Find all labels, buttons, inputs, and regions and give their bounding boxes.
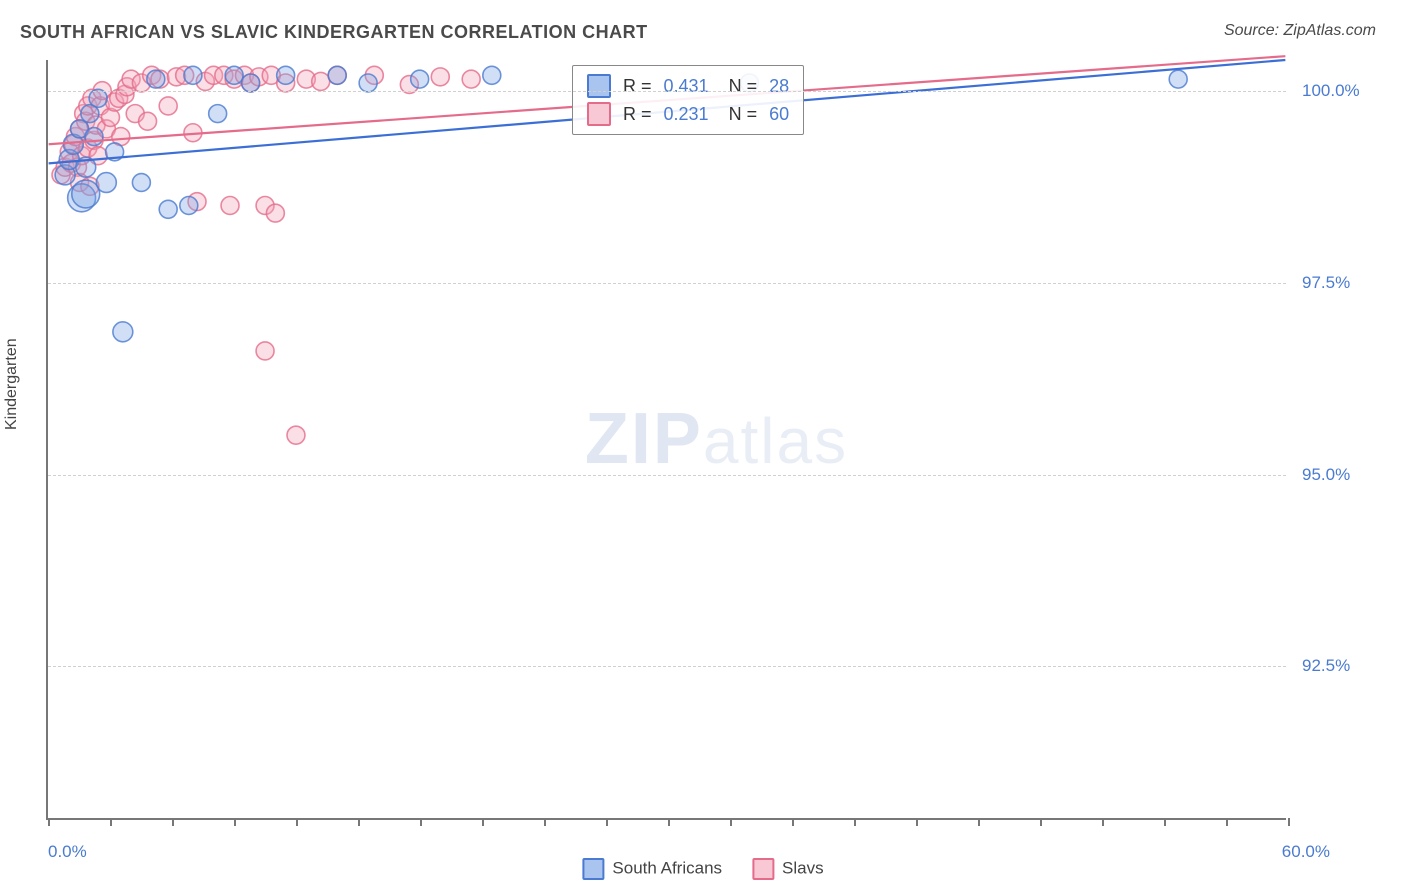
x-tick: [296, 818, 298, 826]
legend-item: South Africans: [582, 858, 722, 880]
x-axis-min-label: 0.0%: [48, 842, 87, 862]
scatter-point: [242, 74, 260, 92]
scatter-point: [1169, 70, 1187, 88]
scatter-point: [147, 70, 165, 88]
scatter-point: [159, 200, 177, 218]
plot-area: ZIPatlas R =0.431N =28R =0.231N =60 92.5…: [46, 60, 1286, 820]
scatter-point: [132, 174, 150, 192]
scatter-point: [209, 105, 227, 123]
x-tick: [234, 818, 236, 826]
x-tick: [1288, 818, 1290, 826]
y-tick-label: 97.5%: [1302, 273, 1350, 293]
scatter-point: [180, 196, 198, 214]
stat-swatch: [587, 102, 611, 126]
source-label: Source: ZipAtlas.com: [1224, 22, 1376, 40]
stat-r-label: R =: [623, 76, 652, 97]
chart-container: SOUTH AFRICAN VS SLAVIC KINDERGARTEN COR…: [0, 0, 1406, 892]
x-tick: [172, 818, 174, 826]
scatter-svg: [48, 60, 1286, 818]
stat-n-label: N =: [729, 104, 758, 125]
stat-swatch: [587, 74, 611, 98]
x-tick: [358, 818, 360, 826]
scatter-point: [359, 74, 377, 92]
gridline-h: [48, 91, 1286, 92]
x-tick: [730, 818, 732, 826]
x-tick: [48, 818, 50, 826]
stat-r-value: 0.431: [664, 76, 709, 97]
scatter-point: [411, 70, 429, 88]
statistics-legend-box: R = 0.431 N = 28 R = 0.231 N = 60: [572, 65, 804, 135]
legend-label: Slavs: [782, 858, 824, 877]
x-tick: [420, 818, 422, 826]
scatter-point: [113, 322, 133, 342]
x-tick: [854, 818, 856, 826]
y-tick-label: 95.0%: [1302, 465, 1350, 485]
scatter-point: [184, 66, 202, 84]
scatter-point: [159, 97, 177, 115]
gridline-h: [48, 475, 1286, 476]
y-tick-label: 92.5%: [1302, 656, 1350, 676]
scatter-point: [266, 204, 284, 222]
legend-label: South Africans: [612, 858, 722, 877]
scatter-point: [312, 72, 330, 90]
stat-n-value: 28: [769, 76, 789, 97]
y-axis-label: Kindergarten: [3, 338, 21, 430]
scatter-point: [96, 173, 116, 193]
scatter-point: [483, 66, 501, 84]
scatter-point: [256, 342, 274, 360]
y-tick-label: 100.0%: [1302, 81, 1360, 101]
scatter-point: [72, 180, 100, 208]
scatter-point: [85, 128, 103, 146]
x-tick: [1040, 818, 1042, 826]
x-tick: [978, 818, 980, 826]
x-tick: [668, 818, 670, 826]
x-tick: [1102, 818, 1104, 826]
legend-swatch: [752, 858, 774, 880]
legend-swatch: [582, 858, 604, 880]
x-tick: [1164, 818, 1166, 826]
gridline-h: [48, 666, 1286, 667]
x-tick: [916, 818, 918, 826]
x-tick: [110, 818, 112, 826]
chart-title: SOUTH AFRICAN VS SLAVIC KINDERGARTEN COR…: [20, 22, 648, 43]
x-tick: [544, 818, 546, 826]
stat-row: R = 0.231 N = 60: [587, 100, 789, 128]
x-tick: [1226, 818, 1228, 826]
stat-row: R = 0.431 N = 28: [587, 72, 789, 100]
stat-r-value: 0.231: [664, 104, 709, 125]
scatter-point: [328, 66, 346, 84]
scatter-point: [139, 112, 157, 130]
stat-r-label: R =: [623, 104, 652, 125]
gridline-h: [48, 283, 1286, 284]
stat-n-label: N =: [729, 76, 758, 97]
scatter-point: [462, 70, 480, 88]
scatter-point: [431, 68, 449, 86]
scatter-point: [287, 426, 305, 444]
legend-bottom: South Africans Slavs: [582, 858, 823, 880]
stat-n-value: 60: [769, 104, 789, 125]
x-axis-max-label: 60.0%: [1282, 842, 1330, 862]
x-tick: [606, 818, 608, 826]
scatter-point: [277, 66, 295, 84]
scatter-point: [225, 66, 243, 84]
x-tick: [482, 818, 484, 826]
legend-item: Slavs: [752, 858, 824, 880]
scatter-point: [89, 89, 107, 107]
x-tick: [792, 818, 794, 826]
scatter-point: [221, 196, 239, 214]
